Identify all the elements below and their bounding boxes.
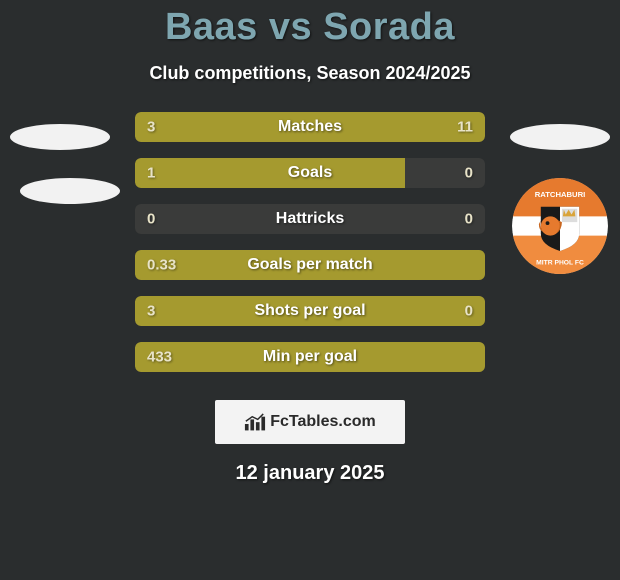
stat-bar-fill-left bbox=[135, 158, 405, 188]
stat-value-left: 0.33 bbox=[147, 257, 176, 274]
stat-row: 1 0 Goals bbox=[135, 158, 485, 188]
stat-label: Goals per match bbox=[247, 256, 372, 274]
stat-row: 3 11 Matches bbox=[135, 112, 485, 142]
infographic-date: 12 january 2025 bbox=[0, 462, 620, 485]
stats-bars-container: 3 11 Matches 1 0 Goals 0 0 Hattricks 0.33 Goals pe… bbox=[135, 112, 485, 372]
stat-value-left: 0 bbox=[147, 211, 155, 228]
stat-value-right: 0 bbox=[465, 211, 473, 228]
stat-value-right: 0 bbox=[465, 165, 473, 182]
stat-label: Shots per goal bbox=[254, 302, 365, 320]
stat-row: 3 0 Shots per goal bbox=[135, 296, 485, 326]
stat-row: 0 0 Hattricks bbox=[135, 204, 485, 234]
stat-bar-fill-right bbox=[209, 112, 486, 142]
stat-value-left: 1 bbox=[147, 165, 155, 182]
stat-value-right: 0 bbox=[465, 303, 473, 320]
stat-label: Hattricks bbox=[276, 210, 344, 228]
stats-stage: 3 11 Matches 1 0 Goals 0 0 Hattricks 0.33 Goals pe… bbox=[0, 112, 620, 382]
fctables-logo-box: FcTables.com bbox=[215, 400, 405, 444]
stat-row: 0.33 Goals per match bbox=[135, 250, 485, 280]
stat-label: Matches bbox=[278, 118, 342, 136]
stat-row: 433 Min per goal bbox=[135, 342, 485, 372]
stat-label: Min per goal bbox=[263, 348, 357, 366]
stat-value-left: 3 bbox=[147, 119, 155, 136]
stat-label: Goals bbox=[288, 164, 332, 182]
stat-value-right: 11 bbox=[457, 119, 473, 136]
comparison-subtitle: Club competitions, Season 2024/2025 bbox=[0, 63, 620, 84]
fctables-chart-icon bbox=[244, 413, 266, 431]
content-root: Baas vs Sorada Club competitions, Season… bbox=[0, 0, 620, 580]
stat-value-left: 433 bbox=[147, 349, 172, 366]
fctables-logo-text: FcTables.com bbox=[270, 413, 376, 431]
fctables-logo: FcTables.com bbox=[244, 413, 376, 431]
stat-value-left: 3 bbox=[147, 303, 155, 320]
comparison-title: Baas vs Sorada bbox=[0, 0, 620, 49]
